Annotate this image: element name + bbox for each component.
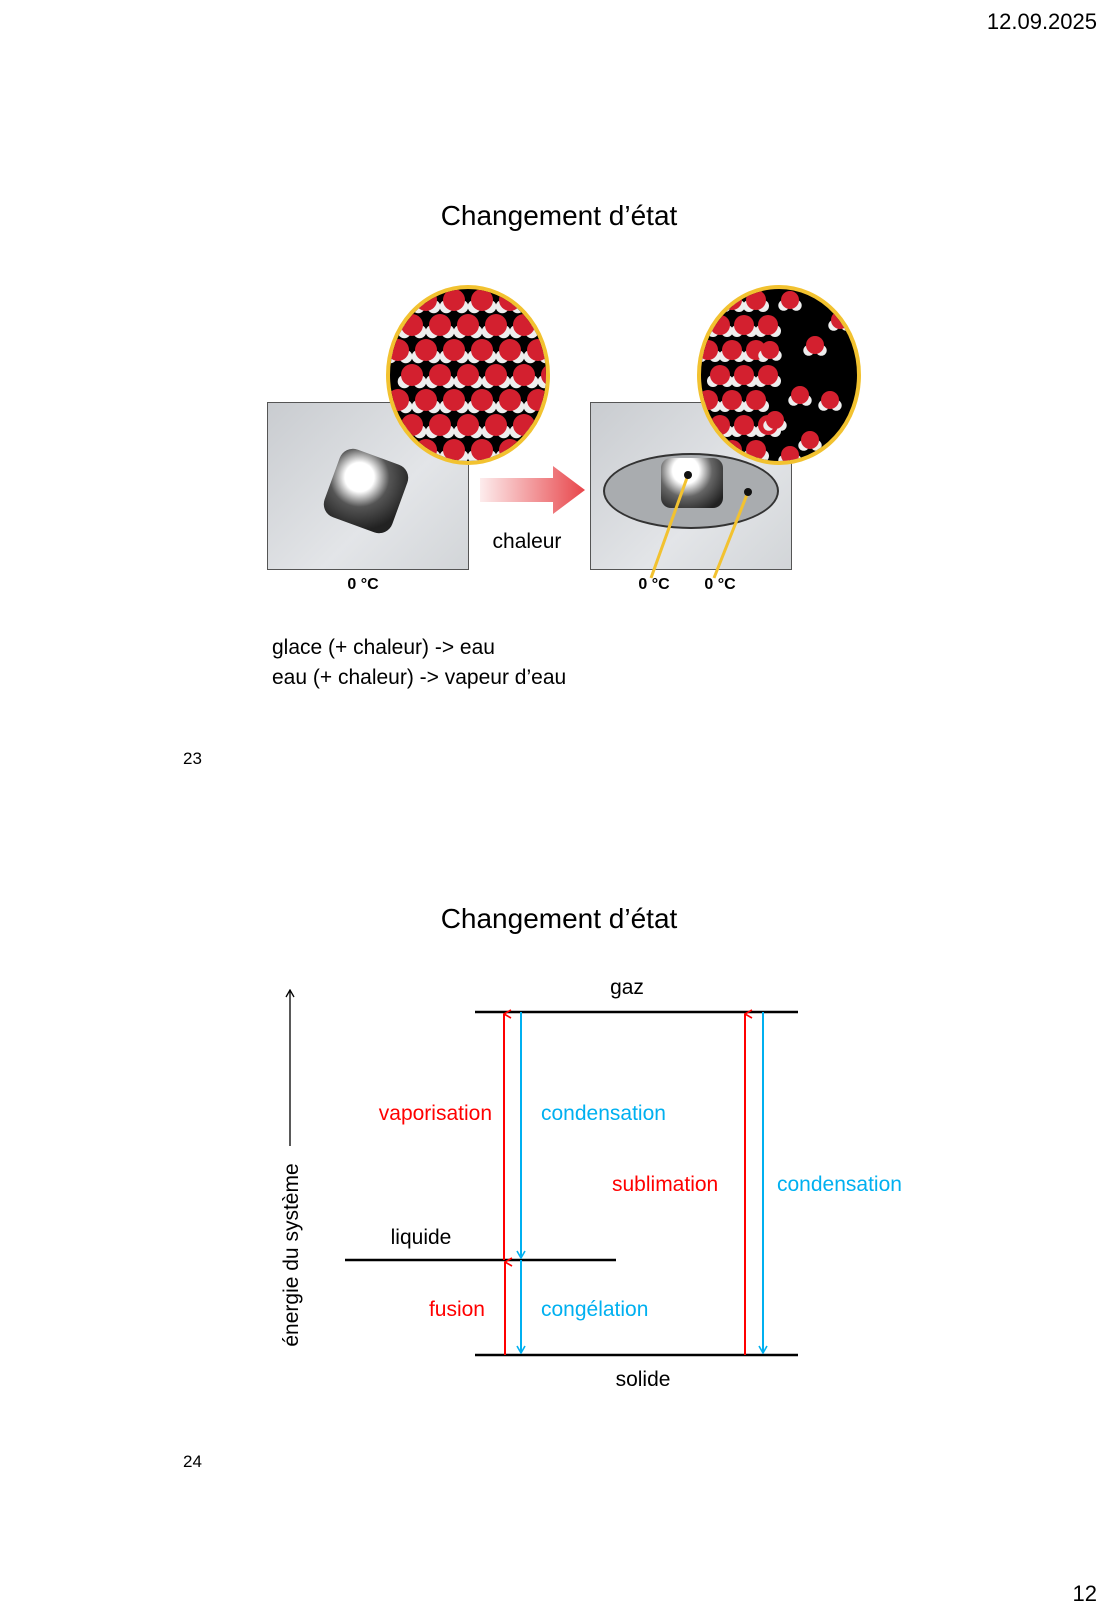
- water-molecule: [481, 414, 511, 439]
- energy-axis-label: énergie du système: [280, 1163, 303, 1347]
- fusion-label: fusion: [428, 1298, 485, 1321]
- water-molecule: [763, 411, 787, 431]
- water-molecule: [509, 364, 539, 389]
- probe-dot: [684, 471, 692, 479]
- water-molecule: [803, 336, 827, 356]
- slide-24-title: Changement d’état: [440, 903, 678, 934]
- melting-cube: [661, 458, 723, 508]
- sublimation-label: sublimation: [612, 1173, 719, 1196]
- water-molecule: [798, 431, 822, 451]
- water-molecule: [425, 414, 455, 439]
- water-molecule: [453, 414, 483, 439]
- water-molecule: [439, 389, 469, 414]
- page-number: 12: [1072, 1581, 1097, 1606]
- water-molecule: [481, 364, 511, 389]
- water-molecule: [453, 314, 483, 339]
- condensation-label-solid: condensation: [777, 1173, 902, 1196]
- water-molecule: [788, 386, 812, 406]
- water-molecule: [411, 389, 441, 414]
- thermometer-line-water: [712, 491, 750, 579]
- water-molecule: [453, 364, 483, 389]
- heat-label: chaleur: [492, 530, 562, 553]
- condensation-label-liquid: condensation: [541, 1102, 666, 1125]
- probe-dot: [744, 488, 752, 496]
- slide-number-23: 23: [183, 749, 202, 768]
- congelation-label: congélation: [541, 1298, 649, 1321]
- water-molecule: [758, 341, 782, 361]
- vaporisation-label: vaporisation: [378, 1102, 492, 1125]
- water-molecule: [467, 439, 497, 461]
- print-date: 12.09.2025: [986, 9, 1097, 34]
- slide-23-title: Changement d’état: [440, 200, 678, 231]
- water-molecule: [818, 391, 842, 411]
- water-molecule: [731, 415, 757, 437]
- slide-number-24: 24: [183, 1452, 202, 1471]
- water-molecule: [731, 315, 757, 337]
- water-molecule: [719, 390, 745, 412]
- water-molecule: [481, 314, 511, 339]
- water-molecule: [467, 339, 497, 364]
- thermometer-line-ice: [649, 474, 690, 579]
- water-molecule: [425, 364, 455, 389]
- water-molecule: [495, 339, 525, 364]
- water-molecule: [707, 365, 733, 387]
- water-molecule: [467, 289, 497, 314]
- water-molecule: [755, 315, 781, 337]
- temperature-label-water: 0 °C: [704, 576, 736, 593]
- water-molecule: [397, 364, 427, 389]
- water-molecule: [731, 365, 757, 387]
- liquid-label: liquide: [390, 1226, 452, 1249]
- equation-line-1: glace (+ chaleur) -> eau: [272, 636, 495, 659]
- water-molecule: [495, 389, 525, 414]
- water-molecule: [743, 290, 769, 312]
- solid-label: solide: [615, 1368, 671, 1391]
- water-molecule: [425, 314, 455, 339]
- water-molecule: [719, 340, 745, 362]
- water-molecule: [537, 364, 546, 389]
- water-molecule: [439, 289, 469, 314]
- water-molecule: [439, 339, 469, 364]
- water-molecule: [743, 390, 769, 412]
- water-molecule: [467, 389, 497, 414]
- equation-line-2: eau (+ chaleur) -> vapeur d’eau: [272, 666, 567, 689]
- water-molecule: [411, 339, 441, 364]
- water-molecule: [778, 291, 802, 311]
- heat-arrow: [480, 466, 585, 514]
- temperature-label-cube: 0 °C: [638, 576, 670, 593]
- gas-label: gaz: [610, 976, 644, 999]
- temperature-label-ice: 0 °C: [347, 576, 379, 593]
- water-molecule: [755, 365, 781, 387]
